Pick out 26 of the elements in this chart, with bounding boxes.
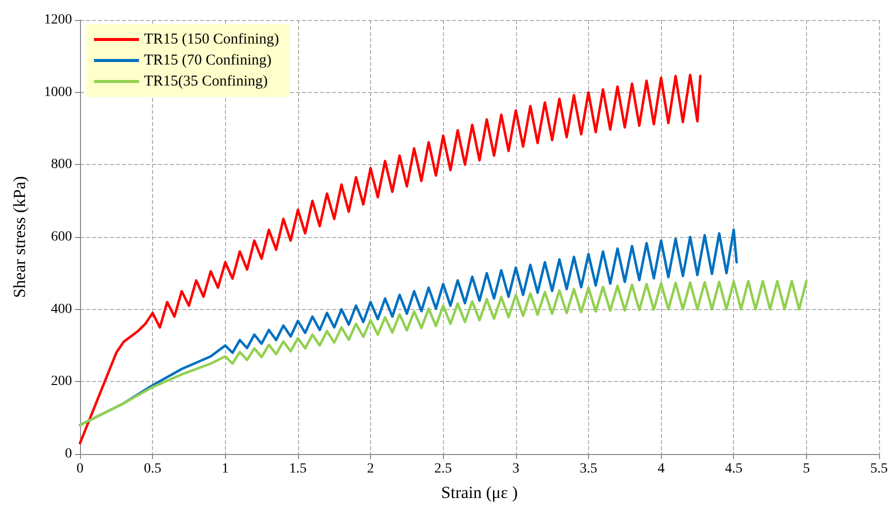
legend-label: TR15 (150 Confining) [144,32,279,48]
x-tick-label: 2 [367,462,374,476]
y-tick-label: 1000 [44,84,72,100]
line-series [78,280,808,426]
y-tick-label: 1200 [44,12,72,28]
x-tick-label: 4.5 [724,462,742,476]
x-tick-label: 3.5 [580,462,598,476]
x-tick-label: 0.5 [144,462,162,476]
legend-label: TR15(35 Confining) [144,74,268,90]
y-tick-label: 400 [51,302,72,317]
y-axis-title: Shear stress (kPa) [10,176,29,298]
y-tick-label: 600 [51,230,72,244]
y-tick-label: 800 [51,157,72,172]
x-tick-label: 4 [658,462,665,476]
x-tick-label: 5 [802,462,810,476]
x-tick-label: 5.5 [870,462,888,476]
x-tick-label: 3 [512,462,520,476]
y-tick-label: 0 [65,446,72,462]
line-series [78,74,702,444]
x-tick-label: 0 [76,462,84,476]
legend-label: TR15 (70 Confining) [144,52,272,68]
x-tick-label: 1.5 [289,462,307,476]
y-tick-label: 200 [51,374,72,390]
x-axis-title: Strain (με ) [441,483,518,502]
x-tick-label: 1 [222,462,229,476]
x-tick-label: 2.5 [434,462,452,476]
